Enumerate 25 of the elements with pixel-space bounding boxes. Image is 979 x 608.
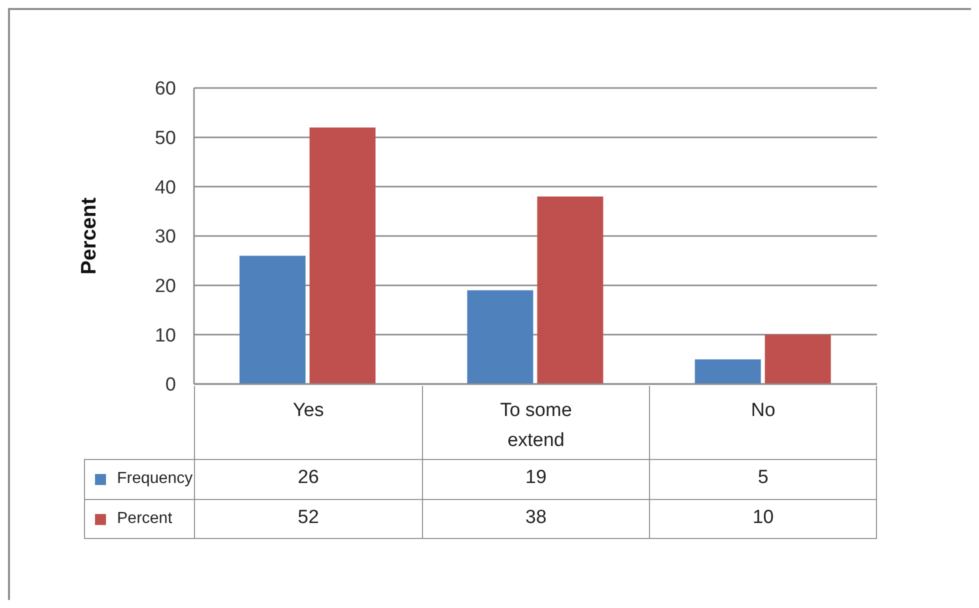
y-tick-label: 0 <box>165 374 176 396</box>
data-label: 19 <box>525 467 547 488</box>
y-axis-title: Percent <box>77 197 100 275</box>
y-tick-label: 30 <box>154 226 176 248</box>
data-label: 38 <box>525 507 547 528</box>
x-tick-label: Yes <box>292 400 324 421</box>
bar <box>467 290 534 384</box>
bar <box>240 256 306 384</box>
data-label: 10 <box>752 507 774 528</box>
bar <box>694 359 761 384</box>
data-label: 5 <box>758 467 768 488</box>
y-tick-label: 60 <box>154 78 176 100</box>
y-tick-label: 20 <box>154 276 176 298</box>
x-tick-label: No <box>751 400 776 421</box>
x-tick-label: To some extend <box>500 400 572 451</box>
legend-label: Frequency <box>117 470 193 488</box>
data-label: 52 <box>298 507 319 528</box>
y-tick-label: 40 <box>154 177 176 198</box>
y-tick-label: 10 <box>154 325 176 346</box>
y-tick-label: 50 <box>154 128 176 150</box>
legend-label: Percent <box>117 510 172 528</box>
bar <box>310 127 376 384</box>
bar <box>537 196 604 384</box>
data-label: 26 <box>298 467 319 488</box>
bar <box>764 334 831 384</box>
